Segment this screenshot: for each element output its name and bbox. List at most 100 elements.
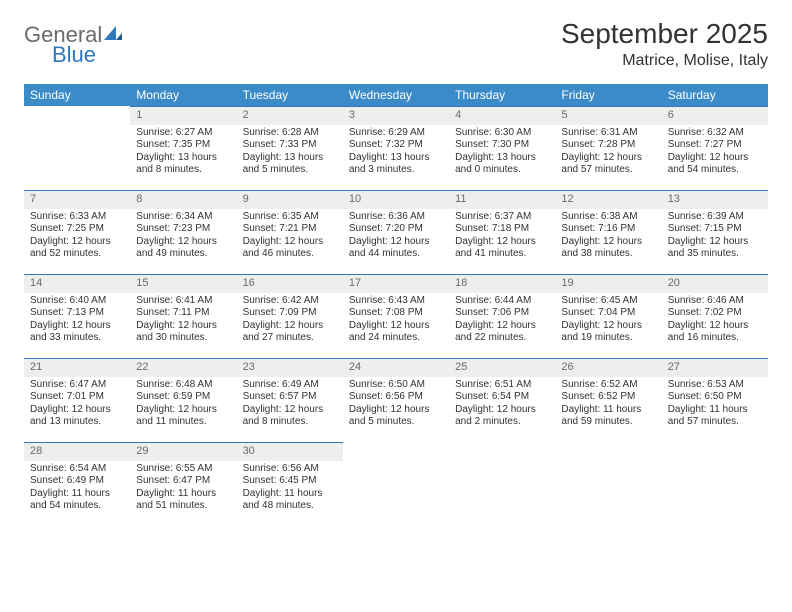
calendar-cell: 18Sunrise: 6:44 AMSunset: 7:06 PMDayligh…	[449, 274, 555, 358]
sunrise-text: Sunrise: 6:44 AM	[455, 295, 549, 308]
day-body: Sunrise: 6:43 AMSunset: 7:08 PMDaylight:…	[343, 293, 449, 349]
calendar-cell	[343, 442, 449, 526]
day-number: 17	[343, 275, 449, 293]
title-block: September 2025 Matrice, Molise, Italy	[561, 18, 768, 70]
sunrise-text: Sunrise: 6:28 AM	[243, 127, 337, 140]
calendar-cell	[662, 442, 768, 526]
sunrise-text: Sunrise: 6:31 AM	[561, 127, 655, 140]
day-body: Sunrise: 6:50 AMSunset: 6:56 PMDaylight:…	[343, 377, 449, 433]
day-body: Sunrise: 6:33 AMSunset: 7:25 PMDaylight:…	[24, 209, 130, 265]
daylight-text: Daylight: 13 hours and 3 minutes.	[349, 152, 443, 177]
sunrise-text: Sunrise: 6:34 AM	[136, 211, 230, 224]
day-number: 7	[24, 191, 130, 209]
sunrise-text: Sunrise: 6:32 AM	[668, 127, 762, 140]
calendar-cell: 7Sunrise: 6:33 AMSunset: 7:25 PMDaylight…	[24, 190, 130, 274]
sunrise-text: Sunrise: 6:52 AM	[561, 379, 655, 392]
daylight-text: Daylight: 12 hours and 27 minutes.	[243, 320, 337, 345]
day-number: 3	[343, 107, 449, 125]
brand-text: General Blue	[24, 24, 124, 66]
day-number: 6	[662, 107, 768, 125]
day-body: Sunrise: 6:45 AMSunset: 7:04 PMDaylight:…	[555, 293, 661, 349]
day-body: Sunrise: 6:53 AMSunset: 6:50 PMDaylight:…	[662, 377, 768, 433]
sunrise-text: Sunrise: 6:54 AM	[30, 463, 124, 476]
day-body: Sunrise: 6:29 AMSunset: 7:32 PMDaylight:…	[343, 125, 449, 181]
sunset-text: Sunset: 7:15 PM	[668, 223, 762, 236]
day-body: Sunrise: 6:37 AMSunset: 7:18 PMDaylight:…	[449, 209, 555, 265]
sunrise-text: Sunrise: 6:35 AM	[243, 211, 337, 224]
sunrise-text: Sunrise: 6:47 AM	[30, 379, 124, 392]
page-title: September 2025	[561, 18, 768, 50]
weekday-header: Tuesday	[237, 84, 343, 106]
sunset-text: Sunset: 6:50 PM	[668, 391, 762, 404]
day-number: 30	[237, 443, 343, 461]
sunrise-text: Sunrise: 6:55 AM	[136, 463, 230, 476]
day-number: 22	[130, 359, 236, 377]
calendar-row: 1Sunrise: 6:27 AMSunset: 7:35 PMDaylight…	[24, 106, 768, 190]
sunset-text: Sunset: 7:18 PM	[455, 223, 549, 236]
weekday-header-row: Sunday Monday Tuesday Wednesday Thursday…	[24, 84, 768, 106]
day-number: 28	[24, 443, 130, 461]
sunrise-text: Sunrise: 6:42 AM	[243, 295, 337, 308]
sunset-text: Sunset: 6:49 PM	[30, 475, 124, 488]
weekday-header: Sunday	[24, 84, 130, 106]
calendar-cell: 23Sunrise: 6:49 AMSunset: 6:57 PMDayligh…	[237, 358, 343, 442]
weekday-header: Thursday	[449, 84, 555, 106]
sunset-text: Sunset: 7:28 PM	[561, 139, 655, 152]
day-number: 8	[130, 191, 236, 209]
sunset-text: Sunset: 7:02 PM	[668, 307, 762, 320]
day-number: 19	[555, 275, 661, 293]
sunset-text: Sunset: 7:21 PM	[243, 223, 337, 236]
daylight-text: Daylight: 12 hours and 38 minutes.	[561, 236, 655, 261]
sunrise-text: Sunrise: 6:43 AM	[349, 295, 443, 308]
sunrise-text: Sunrise: 6:46 AM	[668, 295, 762, 308]
sunset-text: Sunset: 7:09 PM	[243, 307, 337, 320]
day-number: 25	[449, 359, 555, 377]
sail-icon	[102, 24, 124, 46]
sunset-text: Sunset: 7:35 PM	[136, 139, 230, 152]
sunrise-text: Sunrise: 6:37 AM	[455, 211, 549, 224]
calendar-cell: 21Sunrise: 6:47 AMSunset: 7:01 PMDayligh…	[24, 358, 130, 442]
calendar-row: 7Sunrise: 6:33 AMSunset: 7:25 PMDaylight…	[24, 190, 768, 274]
daylight-text: Daylight: 12 hours and 57 minutes.	[561, 152, 655, 177]
day-number: 16	[237, 275, 343, 293]
brand-logo: General Blue	[24, 18, 124, 66]
calendar-cell: 22Sunrise: 6:48 AMSunset: 6:59 PMDayligh…	[130, 358, 236, 442]
daylight-text: Daylight: 12 hours and 54 minutes.	[668, 152, 762, 177]
sunset-text: Sunset: 7:11 PM	[136, 307, 230, 320]
sunrise-text: Sunrise: 6:27 AM	[136, 127, 230, 140]
calendar-cell: 9Sunrise: 6:35 AMSunset: 7:21 PMDaylight…	[237, 190, 343, 274]
calendar-cell: 14Sunrise: 6:40 AMSunset: 7:13 PMDayligh…	[24, 274, 130, 358]
sunrise-text: Sunrise: 6:39 AM	[668, 211, 762, 224]
day-body: Sunrise: 6:54 AMSunset: 6:49 PMDaylight:…	[24, 461, 130, 517]
calendar-cell	[449, 442, 555, 526]
sunset-text: Sunset: 7:33 PM	[243, 139, 337, 152]
day-number: 13	[662, 191, 768, 209]
day-body: Sunrise: 6:35 AMSunset: 7:21 PMDaylight:…	[237, 209, 343, 265]
calendar-cell	[555, 442, 661, 526]
sunrise-text: Sunrise: 6:38 AM	[561, 211, 655, 224]
day-body: Sunrise: 6:56 AMSunset: 6:45 PMDaylight:…	[237, 461, 343, 517]
daylight-text: Daylight: 12 hours and 5 minutes.	[349, 404, 443, 429]
daylight-text: Daylight: 12 hours and 16 minutes.	[668, 320, 762, 345]
day-body: Sunrise: 6:42 AMSunset: 7:09 PMDaylight:…	[237, 293, 343, 349]
sunset-text: Sunset: 6:54 PM	[455, 391, 549, 404]
calendar-cell: 17Sunrise: 6:43 AMSunset: 7:08 PMDayligh…	[343, 274, 449, 358]
day-body: Sunrise: 6:48 AMSunset: 6:59 PMDaylight:…	[130, 377, 236, 433]
sunset-text: Sunset: 7:08 PM	[349, 307, 443, 320]
daylight-text: Daylight: 13 hours and 5 minutes.	[243, 152, 337, 177]
calendar-cell: 2Sunrise: 6:28 AMSunset: 7:33 PMDaylight…	[237, 106, 343, 190]
weekday-header: Monday	[130, 84, 236, 106]
sunrise-text: Sunrise: 6:51 AM	[455, 379, 549, 392]
sunset-text: Sunset: 6:57 PM	[243, 391, 337, 404]
weekday-header: Wednesday	[343, 84, 449, 106]
sunset-text: Sunset: 7:06 PM	[455, 307, 549, 320]
page-header: General Blue September 2025 Matrice, Mol…	[24, 18, 768, 70]
day-number: 24	[343, 359, 449, 377]
page-subtitle: Matrice, Molise, Italy	[561, 52, 768, 70]
sunrise-text: Sunrise: 6:48 AM	[136, 379, 230, 392]
calendar-cell: 1Sunrise: 6:27 AMSunset: 7:35 PMDaylight…	[130, 106, 236, 190]
sunset-text: Sunset: 7:27 PM	[668, 139, 762, 152]
daylight-text: Daylight: 12 hours and 2 minutes.	[455, 404, 549, 429]
daylight-text: Daylight: 11 hours and 57 minutes.	[668, 404, 762, 429]
sunset-text: Sunset: 7:13 PM	[30, 307, 124, 320]
